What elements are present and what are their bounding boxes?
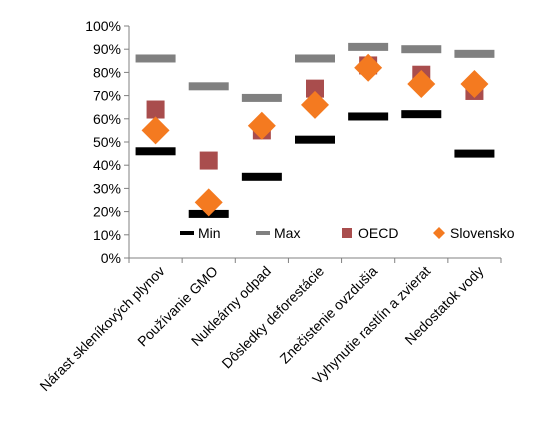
legend-item-max: Max <box>256 225 300 241</box>
x-category-label: Dôsledky deforestácie <box>218 263 327 372</box>
point-min <box>401 110 442 119</box>
series-min <box>135 110 495 218</box>
legend-swatch <box>433 227 445 239</box>
point-max <box>401 45 442 54</box>
point-min <box>348 112 389 121</box>
y-tick-label: 60% <box>93 111 121 127</box>
y-axis-ticks: 0% 10% 20% 30% 40% 50% 60% 70% 80% 90% 100% <box>85 18 129 266</box>
legend-item-oecd: OECD <box>342 225 398 241</box>
point-slovensko <box>194 188 223 217</box>
y-tick-label: 40% <box>93 157 121 173</box>
y-tick-label: 100% <box>85 18 121 34</box>
legend-item-min: Min <box>180 225 221 241</box>
point-max <box>454 49 495 58</box>
point-oecd <box>146 100 165 119</box>
y-tick-label: 90% <box>93 41 121 57</box>
legend-label: Min <box>198 225 221 241</box>
series-slovensko <box>141 53 489 217</box>
point-max <box>295 54 335 63</box>
point-min <box>241 172 282 181</box>
y-tick-label: 30% <box>93 180 121 196</box>
point-slovensko <box>354 53 383 82</box>
legend-swatch <box>256 231 270 235</box>
y-tick-label: 10% <box>93 227 121 243</box>
y-tick-label: 0% <box>101 250 121 266</box>
point-max <box>135 54 176 63</box>
point-slovensko <box>407 70 436 98</box>
point-slovensko <box>301 90 329 119</box>
legend-label: OECD <box>358 225 398 241</box>
point-oecd <box>199 151 218 170</box>
series-max <box>135 42 495 102</box>
point-min <box>295 135 335 144</box>
point-oecd <box>306 79 324 98</box>
legend-swatch <box>180 231 194 235</box>
y-tick-label: 20% <box>93 204 121 220</box>
point-max <box>241 93 282 102</box>
legend-swatch <box>342 228 352 238</box>
point-max <box>348 42 389 51</box>
point-max <box>188 82 229 91</box>
legend-label: Slovensko <box>450 225 515 241</box>
point-slovensko <box>247 111 276 140</box>
y-tick-label: 50% <box>93 134 121 150</box>
x-category-label: Znečistenie ovzdušia <box>276 263 380 367</box>
legend-label: Max <box>274 225 300 241</box>
data-marks <box>135 42 495 218</box>
point-slovensko <box>141 116 170 145</box>
y-tick-label: 70% <box>93 88 121 104</box>
y-tick-label: 80% <box>93 64 121 80</box>
legend-item-slovensko: Slovensko <box>433 225 515 241</box>
point-min <box>454 149 495 158</box>
point-slovensko <box>460 70 489 98</box>
legend: Min Max OECD Slovensko <box>180 225 515 241</box>
point-min <box>135 147 176 156</box>
